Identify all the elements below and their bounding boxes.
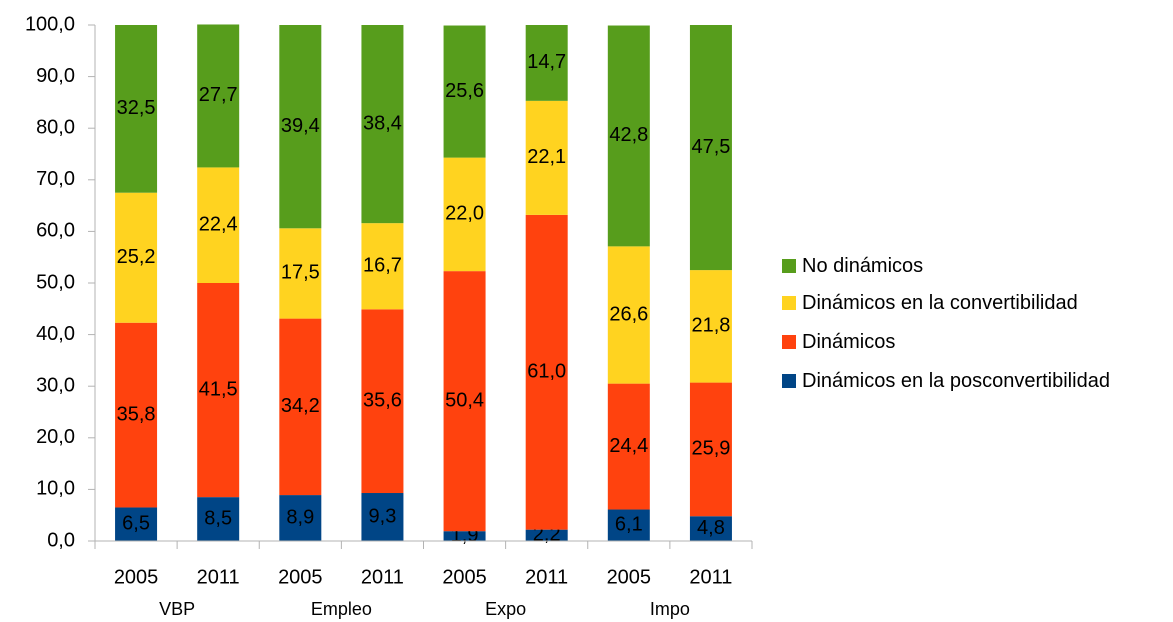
value-label: 24,4 <box>609 435 648 457</box>
value-label: 6,5 <box>122 513 150 535</box>
value-label: 27,7 <box>199 84 238 106</box>
value-label: 9,3 <box>369 505 397 527</box>
x-tick-label: 2005 <box>114 566 159 588</box>
bar-segment <box>607 246 650 384</box>
legend-swatch <box>782 296 796 310</box>
value-label: 26,6 <box>609 303 648 325</box>
bar-segment <box>443 271 486 532</box>
value-label: 34,2 <box>281 395 320 417</box>
value-label: 50,4 <box>445 389 484 411</box>
y-tick-label: 40,0 <box>36 323 75 345</box>
y-tick-label: 30,0 <box>36 374 75 396</box>
value-label: 35,6 <box>363 389 402 411</box>
value-label: 21,8 <box>691 315 730 337</box>
legend-label: Dinámicos en la posconvertibilidad <box>802 370 1110 392</box>
bar-segment <box>689 270 732 383</box>
x-tick-label: 2011 <box>689 566 732 588</box>
value-label: 35,8 <box>117 403 156 425</box>
legend-entry: Dinámicos en la posconvertibilidad <box>782 368 1167 394</box>
y-tick-label: 0,0 <box>47 529 75 551</box>
legend-swatch <box>782 374 796 388</box>
value-label: 14,7 <box>527 51 566 73</box>
bar-segment <box>115 192 158 323</box>
bar-segment <box>443 157 486 272</box>
y-tick-label: 20,0 <box>36 426 75 448</box>
value-label: 16,7 <box>363 255 402 277</box>
bar-segment <box>197 24 240 168</box>
bar-segment <box>279 228 322 319</box>
bar-segment <box>279 25 322 229</box>
y-tick-label: 90,0 <box>36 65 75 87</box>
bar-segment <box>279 495 322 541</box>
value-label: 41,5 <box>199 378 238 400</box>
group-label: Impo <box>650 599 690 619</box>
y-tick-label: 80,0 <box>36 116 75 138</box>
bar-segment <box>525 214 568 530</box>
y-tick-label: 100,0 <box>25 13 75 35</box>
y-tick-label: 60,0 <box>36 220 75 242</box>
value-label: 22,0 <box>445 203 484 225</box>
x-tick-label: 2005 <box>442 566 487 588</box>
value-label: 61,0 <box>527 361 566 383</box>
value-label: 8,9 <box>286 506 314 528</box>
bar-segment <box>115 507 158 541</box>
bar-segment <box>279 318 322 496</box>
bar-segment <box>361 223 404 310</box>
bar-segment <box>689 516 732 541</box>
group-label: VBP <box>159 599 195 619</box>
bar-segment <box>689 382 732 517</box>
value-label: 25,6 <box>445 80 484 102</box>
legend-entry: Dinámicos <box>782 329 1167 355</box>
bar-segment <box>197 167 240 283</box>
value-label: 8,5 <box>204 507 232 529</box>
value-label: 25,9 <box>691 438 730 460</box>
bar-segment <box>443 25 486 158</box>
y-tick-label: 10,0 <box>36 478 75 500</box>
bar-segment <box>197 497 240 541</box>
bar-segment <box>115 25 158 193</box>
bar-segment <box>607 509 650 541</box>
legend-swatch <box>782 335 796 349</box>
legend-label: Dinámicos <box>802 331 896 353</box>
bar-segment <box>197 283 240 498</box>
bar-segment <box>361 309 404 494</box>
legend-swatch <box>782 259 796 273</box>
x-tick-label: 2011 <box>197 566 240 588</box>
group-label: Empleo <box>311 599 372 619</box>
x-tick-label: 2005 <box>278 566 323 588</box>
x-tick-label: 2005 <box>607 566 652 588</box>
value-label: 42,8 <box>609 124 648 146</box>
bar-segment <box>361 25 404 224</box>
value-label: 39,4 <box>281 115 320 137</box>
y-tick-label: 50,0 <box>36 271 75 293</box>
bar-segment <box>607 25 650 247</box>
legend-entry: Dinámicos en la convertibilidad <box>782 290 1167 316</box>
group-label: Expo <box>485 599 526 619</box>
legend-label: No dinámicos <box>802 255 924 277</box>
y-tick-label: 70,0 <box>36 168 75 190</box>
bar-segment <box>607 383 650 510</box>
value-label: 6,1 <box>615 514 643 536</box>
value-label: 4,8 <box>697 517 725 539</box>
value-label: 38,4 <box>363 112 402 134</box>
value-label: 17,5 <box>281 262 320 284</box>
bar-segment <box>525 25 568 101</box>
value-label: 25,2 <box>117 246 156 268</box>
bar-segment <box>115 322 158 508</box>
value-label: 22,4 <box>199 213 238 235</box>
bar-segment <box>525 100 568 215</box>
bar-segment <box>689 25 732 271</box>
value-label: 47,5 <box>691 136 730 158</box>
legend-label: Dinámicos en la convertibilidad <box>802 292 1078 314</box>
x-tick-label: 2011 <box>525 566 568 588</box>
value-label: 22,1 <box>527 146 566 168</box>
legend-entry: No dinámicos <box>782 253 1167 279</box>
bar-segment <box>361 493 404 541</box>
bar-segment <box>525 529 568 541</box>
bar-segment <box>443 531 486 541</box>
value-label: 32,5 <box>117 97 156 119</box>
x-tick-label: 2011 <box>361 566 404 588</box>
